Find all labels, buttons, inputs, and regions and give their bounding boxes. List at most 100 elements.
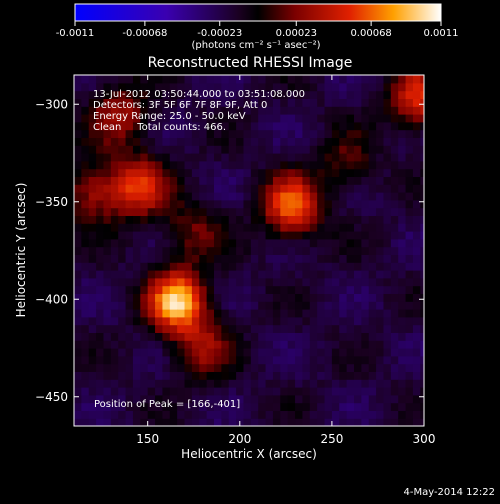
heatmap-cell xyxy=(199,379,208,388)
heatmap-cell xyxy=(295,137,304,146)
heatmap-cell xyxy=(420,160,424,170)
heatmap-cell xyxy=(420,168,424,177)
heatmap-cell xyxy=(361,324,370,333)
heatmap-cell xyxy=(368,176,377,185)
heatmap-cell xyxy=(287,324,296,333)
heatmap-cell xyxy=(118,215,127,224)
heatmap-cell xyxy=(258,238,267,248)
heatmap-cell xyxy=(199,192,208,201)
heatmap-cell xyxy=(295,285,304,294)
heatmap-cell xyxy=(383,262,392,271)
heatmap-cell xyxy=(177,207,186,216)
heatmap-cell xyxy=(236,309,245,318)
heatmap-cell xyxy=(243,215,252,224)
heatmap-cell xyxy=(302,153,311,162)
heatmap-cell xyxy=(376,75,385,84)
heatmap-cell xyxy=(110,82,119,92)
heatmap-cell xyxy=(287,285,296,294)
heatmap-cell xyxy=(280,262,289,271)
heatmap-cell xyxy=(295,254,304,263)
heatmap-cell xyxy=(118,363,127,372)
heatmap-cell xyxy=(420,379,424,388)
heatmap-cell xyxy=(103,387,112,396)
heatmap-cell xyxy=(118,168,127,177)
heatmap-cell xyxy=(302,301,311,310)
heatmap-cell xyxy=(81,340,90,349)
heatmap-cell xyxy=(214,246,222,255)
heatmap-cell xyxy=(354,324,362,333)
heatmap-cell xyxy=(405,293,414,302)
heatmap-cell xyxy=(88,231,97,240)
heatmap-cell xyxy=(169,301,178,310)
heatmap-cell xyxy=(103,262,112,271)
heatmap-cell xyxy=(184,316,193,326)
heatmap-cell xyxy=(132,82,141,92)
heatmap-cell xyxy=(265,145,274,154)
heatmap-cell xyxy=(361,153,370,162)
heatmap-cell xyxy=(110,387,119,396)
heatmap-cell xyxy=(155,402,164,411)
heatmap-cell xyxy=(206,270,215,279)
heatmap-cell xyxy=(412,332,421,341)
heatmap-cell xyxy=(390,324,399,333)
heatmap-cell xyxy=(280,277,289,287)
heatmap-cell xyxy=(228,394,237,404)
heatmap-cell xyxy=(287,371,296,380)
heatmap-cell xyxy=(250,348,259,357)
heatmap-cell xyxy=(221,98,230,107)
heatmap-cell xyxy=(354,114,362,123)
heatmap-cell xyxy=(390,348,399,357)
heatmap-cell xyxy=(177,153,186,162)
heatmap-cell xyxy=(147,153,156,162)
heatmap-cell xyxy=(280,168,289,177)
heatmap-cell xyxy=(155,176,164,185)
heatmap-cell xyxy=(272,410,281,419)
heatmap-cell xyxy=(361,199,370,209)
heatmap-cell xyxy=(376,301,385,310)
heatmap-cell xyxy=(96,324,105,333)
heatmap-cell xyxy=(324,270,333,279)
heatmap-cell xyxy=(287,301,296,310)
heatmap-cell xyxy=(177,410,186,419)
heatmap-cell xyxy=(132,285,141,294)
heatmap-cell xyxy=(354,215,362,224)
heatmap-cell xyxy=(302,324,311,333)
heatmap-cell xyxy=(287,231,296,240)
heatmap-cell xyxy=(317,355,326,365)
heatmap-cell xyxy=(177,75,186,84)
heatmap-cell xyxy=(383,145,392,154)
heatmap-cell xyxy=(103,121,112,131)
heatmap-cell xyxy=(354,145,362,154)
heatmap-cell xyxy=(287,82,296,92)
heatmap-cell xyxy=(110,324,119,333)
heatmap-cell xyxy=(103,215,112,224)
heatmap-cell xyxy=(420,418,424,426)
heatmap-cell xyxy=(383,371,392,380)
heatmap-cell xyxy=(383,82,392,92)
x-tick-label: 250 xyxy=(320,432,343,446)
heatmap-cell xyxy=(88,394,97,404)
heatmap-cell xyxy=(346,192,355,201)
heatmap-cell xyxy=(346,293,355,302)
heatmap-cell xyxy=(88,301,97,310)
heatmap-cell xyxy=(214,363,222,372)
heatmap-cell xyxy=(346,137,355,146)
heatmap-cell xyxy=(147,340,156,349)
heatmap-cell xyxy=(81,246,90,255)
heatmap-cell xyxy=(228,129,237,138)
heatmap-cell xyxy=(287,394,296,404)
heatmap-cell xyxy=(302,121,311,131)
heatmap-cell xyxy=(206,332,215,341)
heatmap-cell xyxy=(243,137,252,146)
heatmap-cell xyxy=(265,153,274,162)
heatmap-cell xyxy=(398,75,407,84)
heatmap-cell xyxy=(155,223,164,232)
heatmap-cell xyxy=(103,394,112,404)
heatmap-cell xyxy=(206,246,215,255)
heatmap-cell xyxy=(287,98,296,107)
heatmap-cell xyxy=(309,387,318,396)
heatmap-cell xyxy=(295,402,304,411)
heatmap-cell xyxy=(272,215,281,224)
heatmap-cell xyxy=(199,98,208,107)
heatmap-cell xyxy=(140,402,149,411)
